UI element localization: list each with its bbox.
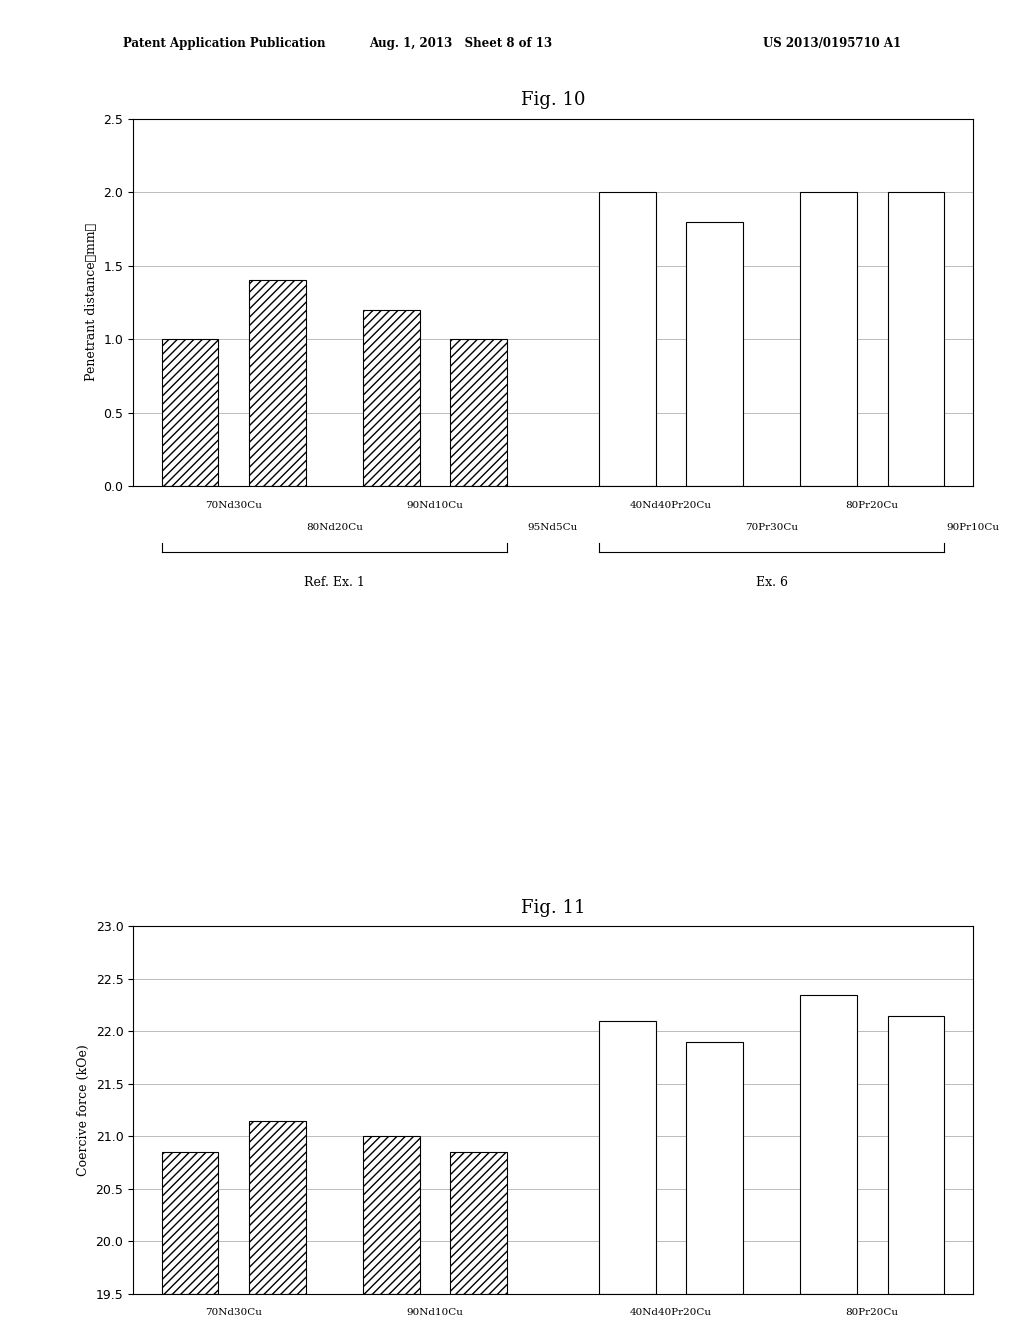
Bar [599, 193, 655, 486]
Title: Fig. 11: Fig. 11 [521, 899, 585, 916]
Text: 80Nd20Cu: 80Nd20Cu [306, 523, 362, 532]
Text: Ref. Ex. 1: Ref. Ex. 1 [304, 576, 365, 589]
Bar [451, 339, 507, 486]
Bar [800, 193, 857, 486]
Text: 40Nd40Pr20Cu: 40Nd40Pr20Cu [630, 500, 712, 510]
Text: 90Nd10Cu: 90Nd10Cu [407, 500, 463, 510]
Bar [451, 1152, 507, 1294]
Text: 80Pr20Cu: 80Pr20Cu [846, 1308, 899, 1317]
Text: 40Nd40Pr20Cu: 40Nd40Pr20Cu [630, 1308, 712, 1317]
Bar [162, 1152, 218, 1294]
Text: Ex. 6: Ex. 6 [756, 576, 787, 589]
Text: 70Nd30Cu: 70Nd30Cu [205, 500, 262, 510]
Bar [686, 1041, 743, 1294]
Bar [888, 193, 944, 486]
Y-axis label: Coercive force (kOe): Coercive force (kOe) [77, 1044, 90, 1176]
Bar [162, 339, 218, 486]
Bar [362, 1137, 420, 1294]
Text: 95Nd5Cu: 95Nd5Cu [527, 523, 579, 532]
Y-axis label: Penetrant distance（mm）: Penetrant distance（mm） [85, 223, 98, 381]
Bar [888, 1015, 944, 1294]
Bar [800, 995, 857, 1294]
Text: 80Pr20Cu: 80Pr20Cu [846, 500, 899, 510]
Bar [599, 1020, 655, 1294]
Text: Patent Application Publication: Patent Application Publication [123, 37, 326, 50]
Text: 90Pr10Cu: 90Pr10Cu [946, 523, 999, 532]
Bar [249, 280, 306, 486]
Bar [686, 222, 743, 486]
Title: Fig. 10: Fig. 10 [521, 91, 585, 110]
Text: Aug. 1, 2013   Sheet 8 of 13: Aug. 1, 2013 Sheet 8 of 13 [370, 37, 552, 50]
Text: US 2013/0195710 A1: US 2013/0195710 A1 [763, 37, 901, 50]
Text: 70Nd30Cu: 70Nd30Cu [205, 1308, 262, 1317]
Text: 90Nd10Cu: 90Nd10Cu [407, 1308, 463, 1317]
Bar [362, 310, 420, 486]
Text: 70Pr30Cu: 70Pr30Cu [745, 523, 798, 532]
Bar [249, 1121, 306, 1294]
